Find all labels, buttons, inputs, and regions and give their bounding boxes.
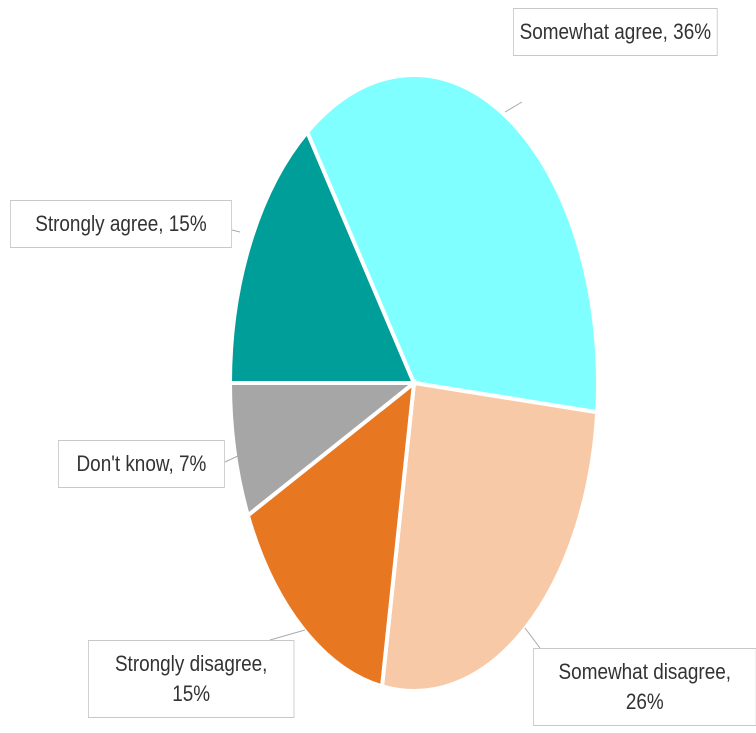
data-label: Strongly agree, 15% bbox=[10, 200, 232, 248]
leader-line bbox=[231, 229, 241, 233]
pie-slice bbox=[304, 73, 600, 415]
leader-line bbox=[524, 627, 541, 649]
leader-line bbox=[224, 454, 241, 463]
data-label: Somewhat agree, 36% bbox=[513, 8, 718, 56]
pie-slice bbox=[227, 381, 420, 519]
pie-slice bbox=[245, 378, 417, 689]
data-label: Strongly disagree, 15% bbox=[88, 640, 295, 718]
data-label: Somewhat disagree, 26% bbox=[533, 648, 756, 726]
leader-line bbox=[269, 629, 306, 641]
pie-slice bbox=[379, 380, 600, 693]
leader-line bbox=[504, 101, 523, 113]
data-label: Don't know, 7% bbox=[58, 440, 225, 488]
pie-slice bbox=[227, 128, 418, 385]
